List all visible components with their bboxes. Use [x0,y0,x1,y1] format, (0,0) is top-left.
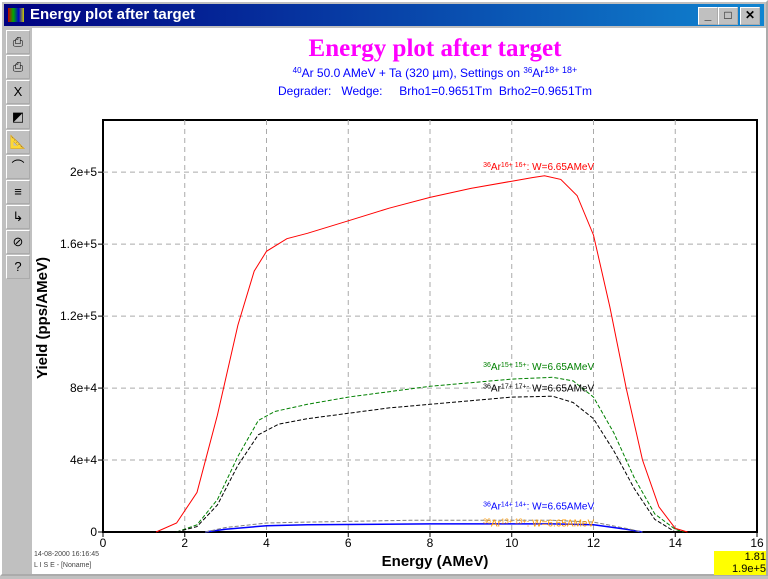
series-curve [176,376,684,533]
series-label-w: : W=6.65AMeV [527,162,595,173]
subtitle-ion: Ar [532,66,544,80]
series-label-charge: 16+ 16+ [501,162,527,169]
subtitle-charge: 18+ 18+ [544,65,577,75]
zoom-reset-icon: ⊘ [12,234,24,249]
y-tick-label: 8e+4 [70,381,97,395]
curve-fit-icon: ⌒ [11,159,25,174]
series-curve [205,519,643,533]
subtitle-text: Ar 50.0 AMeV + Ta (320 µm), Settings on [302,66,524,80]
series-label-mass: 36 [483,162,491,169]
x-axis-icon: X [13,84,23,99]
x-tick-label: 14 [669,536,683,550]
values-list-button[interactable]: ≡ [6,180,30,204]
x-tick-label: 12 [587,536,601,550]
plot-frame [102,119,758,533]
window-title: Energy plot after target [30,6,196,23]
subtitle-mass2: 36 [523,66,532,75]
cursor-x: 1.81 [744,551,766,563]
x-tick-label: 0 [100,536,107,550]
app-icon [8,8,24,22]
cursor-readout: 1.81 1.9e+5 [714,551,766,575]
series-label-w: : W=6.65AMeV [527,501,595,512]
export-icon: ↳ [12,209,24,224]
x-axis-label: Energy (AMeV) [382,553,489,570]
zoom-reset-button[interactable]: ⊘ [6,230,30,254]
series-label-label: Ar [491,518,502,529]
export-button[interactable]: ↳ [6,205,30,229]
y-tick-label: 1.6e+5 [60,237,97,251]
print-color-button[interactable]: ⎙ [6,55,30,79]
series-label-w: : W=6.65AMeV [527,518,595,529]
series-label: 36Ar14+ 14+: W=6.65AMeV [483,501,594,512]
series-label-label: Ar [491,362,502,373]
app-document-name: L I S E - [Noname] [34,562,92,569]
print-color-icon: ⎙ [12,59,24,74]
series-curve [205,523,643,533]
series-label: 36Ar16+ 16+: W=6.65AMeV [483,162,594,173]
x-tick-label: 6 [345,536,352,550]
series-label-label: Ar [491,162,502,173]
series-label: 36Ar15+ 15+: W=6.65AMeV [483,362,594,373]
series-curve [155,175,688,533]
y-tick-label: 2e+5 [70,165,97,179]
series-label-w: : W=6.65AMeV [527,383,595,394]
minimize-button[interactable]: _ [698,7,718,25]
help-icon: ? [14,259,22,274]
x-tick-label: 10 [505,536,519,550]
curve-fit-button[interactable]: ⌒ [6,155,30,179]
plot-settings-icon: 📐 [9,134,27,149]
maximize-button[interactable]: □ [718,7,738,25]
y-tick-label: 1.2e+5 [60,309,97,323]
y-tick-label: 4e+4 [70,453,97,467]
series-label-charge: 13+ 13+ [501,518,527,525]
chart-subtitle: 40Ar 50.0 AMeV + Ta (320 µm), Settings o… [293,65,578,80]
close-button[interactable]: ✕ [740,7,760,25]
series-label-mass: 36 [483,501,491,508]
print-icon: ⎙ [12,34,24,49]
energy-chart: Energy plot after target 40Ar 50.0 AMeV … [34,35,764,570]
series-label: 36Ar13+ 13+: W=6.65AMeV [483,518,594,529]
degrader-info: Degrader: Wedge: Brho1=0.9651Tm Brho2=0.… [278,84,592,98]
series-label-mass: 36 [483,362,491,369]
color-palette-icon: ◩ [11,109,25,124]
series-label-charge: 17+ 17+ [501,383,527,390]
plot-settings-button[interactable]: 📐 [6,130,30,154]
x-tick-label: 2 [181,536,188,550]
series-label-charge: 14+ 14+ [501,501,527,508]
series-label-w: : W=6.65AMeV [527,362,595,373]
cursor-y: 1.9e+5 [732,563,766,575]
values-list-icon: ≡ [14,184,22,199]
series-label-charge: 15+ 15+ [501,362,527,369]
x-tick-label: 8 [427,536,434,550]
x-tick-label: 4 [263,536,270,550]
series-label: 36Ar17+ 17+: W=6.65AMeV [483,383,594,394]
series-label-mass: 36 [483,518,491,525]
series-label-label: Ar [491,383,502,394]
print-button[interactable]: ⎙ [6,30,30,54]
subtitle-mass: 40 [293,66,302,75]
y-tick-label: 0 [90,525,97,539]
series-label-label: Ar [491,501,502,512]
color-palette-button[interactable]: ◩ [6,105,30,129]
series-curve [176,395,676,533]
x-axis-button[interactable]: X [6,80,30,104]
title-bar: Energy plot after target _ □ ✕ [4,4,764,26]
help-button[interactable]: ? [6,255,30,279]
chart-title: Energy plot after target [309,35,563,62]
x-tick-label: 16 [750,536,764,550]
timestamp: 14-08-2000 16:16:45 [34,551,99,558]
y-axis-label: Yield (pps/AMeV) [34,257,51,379]
plot-canvas: Energy plot after target 40Ar 50.0 AMeV … [32,28,766,574]
series-label-mass: 36 [483,383,491,390]
